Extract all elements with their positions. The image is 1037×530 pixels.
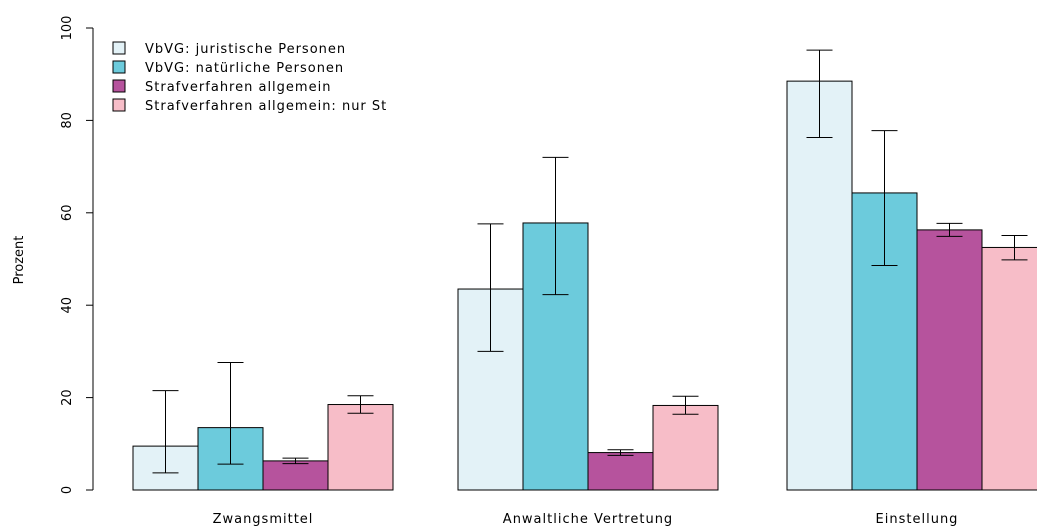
legend: VbVG: juristische Personen VbVG: natürlic… (112, 41, 387, 114)
y-tick-label: 40 (60, 297, 75, 314)
bar-group (457, 156, 719, 491)
legend-label: VbVG: juristische Personen (145, 42, 346, 57)
legend-swatch (112, 60, 126, 74)
bar (652, 404, 719, 491)
legend-item: Strafverfahren allgemein (112, 79, 331, 95)
error-bar (217, 361, 244, 465)
bars (132, 49, 1037, 491)
bar (916, 229, 983, 491)
error-bar (607, 449, 634, 456)
error-bar (871, 130, 898, 266)
y-axis: 0 20 40 60 80 100 (60, 16, 94, 494)
legend-label: VbVG: natürliche Personen (145, 61, 344, 76)
error-bar (936, 222, 963, 237)
bar (587, 452, 654, 491)
y-tick-label: 60 (60, 205, 75, 222)
bar (327, 404, 394, 491)
error-bar (1001, 234, 1028, 261)
legend-item: VbVG: juristische Personen (112, 41, 346, 57)
error-bar (282, 457, 309, 465)
bar-group (132, 361, 394, 491)
legend-swatch (112, 98, 126, 112)
category-label: Zwangsmittel (213, 512, 314, 527)
y-tick-label: 20 (60, 389, 75, 406)
error-bar (542, 156, 569, 296)
error-bar (477, 223, 504, 352)
bar (262, 460, 329, 491)
error-bar (672, 395, 699, 415)
legend-label: Strafverfahren allgemein (145, 80, 331, 95)
bar (981, 246, 1037, 491)
legend-swatch (112, 41, 126, 55)
error-bar (806, 49, 833, 138)
y-tick-label: 0 (60, 486, 75, 494)
y-tick-label: 80 (60, 112, 75, 129)
legend-swatch (112, 79, 126, 93)
error-bar (347, 395, 374, 414)
category-labels: Zwangsmittel Anwaltliche Vertretung Einste… (213, 512, 959, 527)
bar-group (786, 49, 1037, 491)
bar (786, 80, 853, 491)
legend-item: VbVG: natürliche Personen (112, 60, 344, 76)
category-label: Einstellung (876, 512, 959, 527)
y-tick-label: 100 (60, 16, 75, 41)
legend-label: Strafverfahren allgemein: nur St (145, 99, 387, 114)
category-label: Anwaltliche Vertretung (503, 512, 673, 527)
error-bar (152, 390, 179, 474)
y-axis-title: Prozent (12, 236, 27, 285)
legend-item: Strafverfahren allgemein: nur St (112, 98, 387, 114)
